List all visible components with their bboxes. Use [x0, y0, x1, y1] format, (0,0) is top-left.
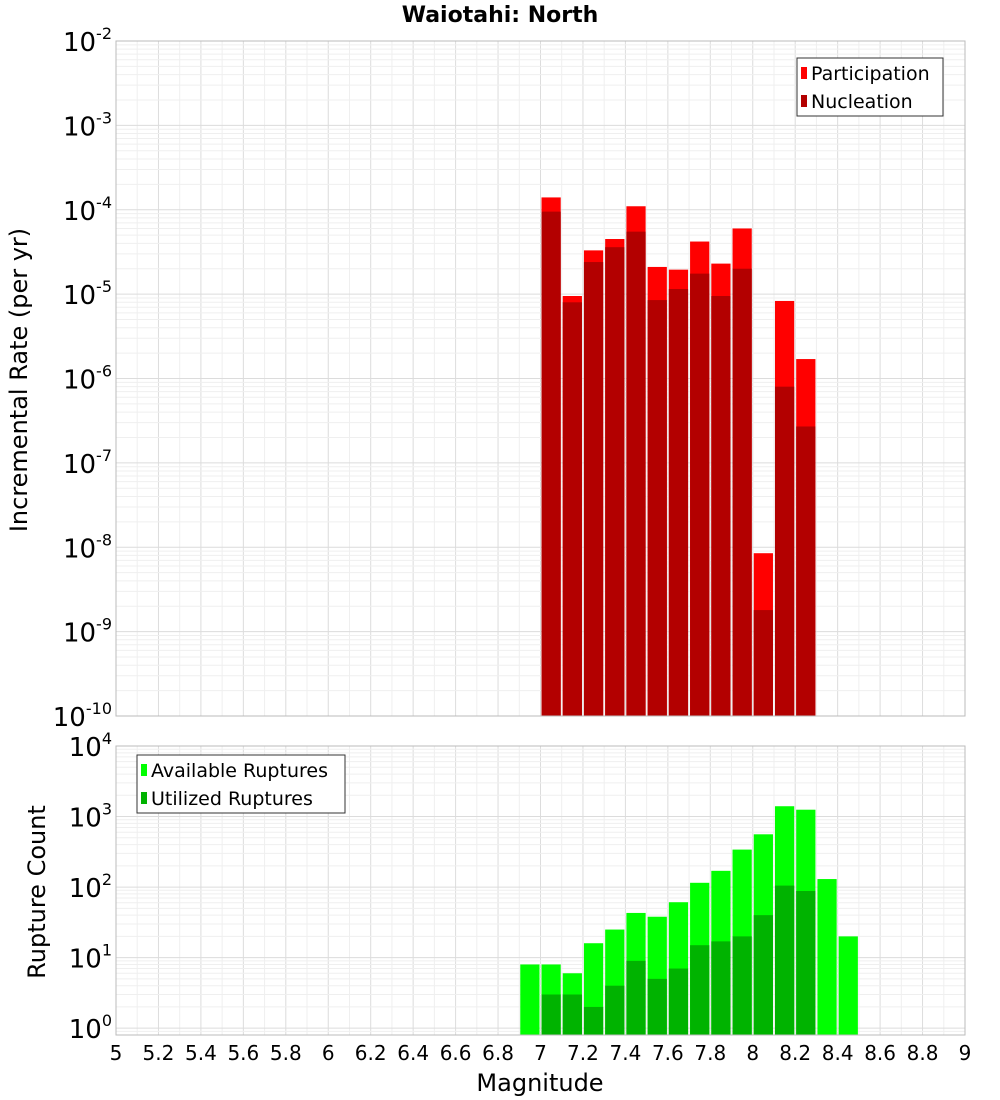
bottom-bar-utilized	[668, 968, 689, 1035]
top-y-tick-label: 10-4	[63, 193, 112, 227]
top-bar-nucleation	[732, 268, 752, 716]
bottom-legend-box	[136, 754, 346, 814]
top-bar-nucleation	[690, 273, 710, 716]
top-panel: Participation Nucleation	[115, 40, 966, 717]
x-tick-label: 6	[322, 1041, 335, 1065]
bottom-bar-utilized	[774, 885, 795, 1035]
x-tick-label: 7	[534, 1041, 547, 1065]
bottom-bar-utilized	[562, 994, 582, 1035]
top-legend-swatch	[801, 95, 807, 107]
top-y-tick-label: 10-8	[63, 530, 112, 564]
top-legend-label: Participation	[811, 63, 930, 85]
bottom-legend-label: Utilized Ruptures	[151, 788, 313, 810]
bottom-bar-utilized	[732, 936, 752, 1035]
x-tick-label: 8.6	[864, 1041, 896, 1065]
top-bar-nucleation	[647, 300, 667, 716]
bottom-bar-utilized	[647, 978, 667, 1035]
x-tick-label: 6.4	[397, 1041, 429, 1065]
x-tick-label: 8.2	[779, 1041, 811, 1065]
x-tick-label: 7.4	[609, 1041, 641, 1065]
x-tick-label: 5.4	[185, 1041, 217, 1065]
x-tick-label: 7.2	[567, 1041, 599, 1065]
bottom-y-tick-label: 104	[69, 729, 112, 763]
x-tick-label: 7.8	[694, 1041, 726, 1065]
top-y-tick-label: 10-2	[63, 24, 112, 58]
chart-title: Waiotahi: North	[402, 3, 599, 28]
top-bar-nucleation	[626, 231, 646, 716]
x-tick-label: 8	[746, 1041, 759, 1065]
top-y-tick-label: 10-7	[63, 446, 112, 480]
top-y-tick-label: 10-6	[63, 362, 112, 396]
x-tick-label: 6.8	[482, 1041, 514, 1065]
x-tick-label: 5.6	[227, 1041, 259, 1065]
bottom-plot-frame	[115, 745, 966, 1036]
top-bar-nucleation	[774, 386, 795, 716]
x-tick-label: 6.6	[440, 1041, 472, 1065]
bottom-bar-utilized	[541, 994, 561, 1035]
bottom-bar-utilized	[626, 960, 646, 1035]
x-tick-label: 5.8	[270, 1041, 302, 1065]
top-bar-nucleation	[605, 247, 625, 716]
bottom-legend-label: Available Ruptures	[151, 760, 328, 782]
top-bar-nucleation	[583, 262, 604, 716]
bottom-y-tick-label: 103	[69, 800, 112, 834]
bottom-bar-utilized	[753, 915, 773, 1035]
top-bar-nucleation	[562, 302, 582, 716]
bottom-y-tick-label: 100	[69, 1011, 112, 1045]
x-tick-label: 7.6	[652, 1041, 684, 1065]
bottom-legend-swatch	[141, 764, 147, 776]
x-tick-label: 5	[110, 1041, 123, 1065]
bottom-bar-utilized	[583, 1006, 604, 1035]
bottom-bar-utilized	[711, 941, 731, 1035]
top-plot-frame	[115, 40, 966, 717]
top-y-tick-label: 10-9	[63, 615, 112, 649]
top-y-axis-label: Incremental Rate (per yr)	[5, 228, 33, 532]
top-bar-nucleation	[668, 289, 689, 716]
bottom-bar-utilized	[796, 890, 816, 1035]
bottom-bar-available	[520, 964, 540, 1035]
top-bar-nucleation	[753, 610, 773, 716]
top-bar-nucleation	[711, 296, 731, 716]
bottom-bar-available	[838, 936, 858, 1035]
bottom-bar-utilized	[690, 945, 710, 1035]
bottom-legend-swatch	[141, 792, 147, 804]
bottom-y-tick-label: 101	[69, 941, 112, 975]
top-bar-nucleation	[796, 426, 816, 716]
top-y-tick-label: 10-10	[53, 699, 112, 733]
top-legend-box	[796, 57, 944, 117]
x-tick-label: 5.2	[143, 1041, 175, 1065]
top-legend-swatch	[801, 67, 807, 79]
bottom-bar-utilized	[605, 985, 625, 1035]
bottom-y-tick-label: 102	[69, 870, 112, 904]
bottom-y-axis-label: Rupture Count	[23, 805, 51, 979]
x-axis-label: Magnitude	[476, 1069, 603, 1097]
bottom-panel: Available Ruptures Utilized Ruptures	[115, 745, 966, 1036]
top-bar-nucleation	[541, 211, 561, 716]
top-y-tick-label: 10-5	[63, 277, 112, 311]
x-tick-label: 8.8	[907, 1041, 939, 1065]
x-tick-label: 8.4	[822, 1041, 854, 1065]
top-legend-label: Nucleation	[811, 91, 913, 113]
x-tick-label: 6.2	[355, 1041, 387, 1065]
bottom-bar-available	[817, 879, 837, 1035]
x-tick-label: 9	[959, 1041, 972, 1065]
top-y-tick-label: 10-3	[63, 108, 112, 142]
